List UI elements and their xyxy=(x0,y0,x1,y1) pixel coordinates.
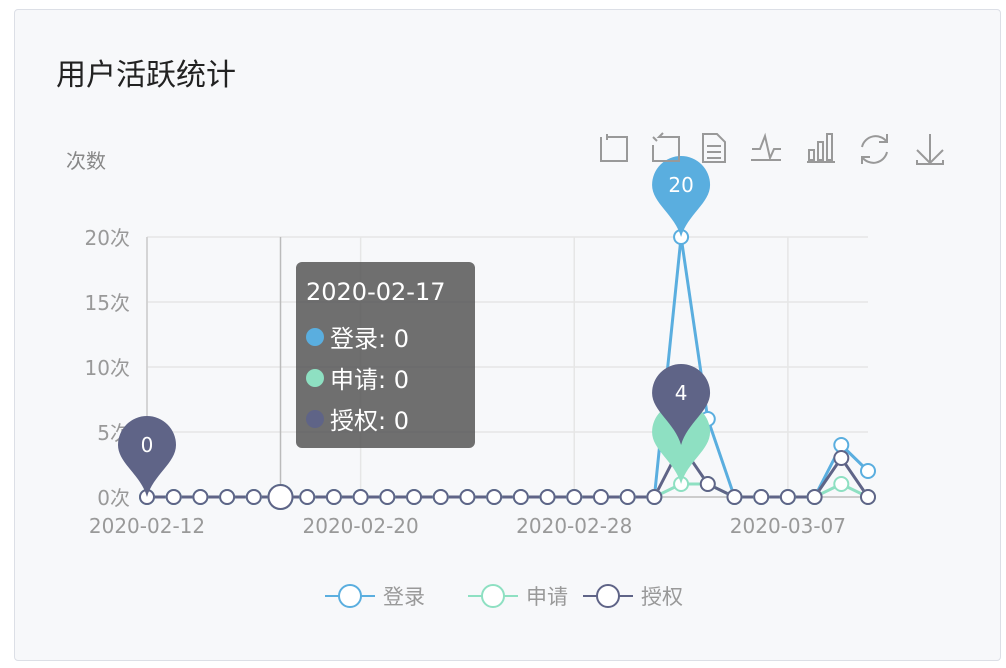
download-icon[interactable] xyxy=(916,134,944,165)
data-point xyxy=(432,489,449,505)
tooltip-value: 申请: 0 xyxy=(330,366,409,394)
series-line-授权 xyxy=(147,442,870,499)
tooltip-value: 登录: 0 xyxy=(330,325,409,353)
mark-pin xyxy=(652,364,711,445)
data-point xyxy=(779,489,796,505)
restore-icon[interactable] xyxy=(861,134,888,164)
tooltip-row: 授权: 0 xyxy=(306,401,409,436)
legend-label-申请: 申请 xyxy=(526,585,568,609)
data-point xyxy=(512,489,529,505)
series-dot xyxy=(306,368,324,387)
x-tick-label: 2020-02-20 xyxy=(303,514,419,538)
series-dot xyxy=(306,327,324,346)
data-point xyxy=(219,489,236,505)
legend-marker xyxy=(481,584,505,608)
bar-chart-icon[interactable] xyxy=(807,133,835,163)
data-view-icon[interactable] xyxy=(702,133,726,163)
y-tick-label: 15次 xyxy=(85,291,130,315)
y-axis-name: 次数 xyxy=(66,149,106,173)
legend-marker xyxy=(338,584,362,608)
y-tick-label: 20次 xyxy=(85,226,130,250)
data-point xyxy=(646,489,663,505)
tooltip-row: 申请: 0 xyxy=(306,360,409,395)
data-point xyxy=(833,450,850,466)
y-tick-label: 0次 xyxy=(97,486,130,510)
chart-card xyxy=(14,9,1001,661)
data-point xyxy=(833,437,850,453)
data-point xyxy=(325,489,342,505)
data-point xyxy=(699,476,716,492)
line-chart-icon[interactable] xyxy=(751,132,781,162)
data-point xyxy=(245,489,262,505)
data-point xyxy=(619,489,636,505)
tooltip-date: 2020-02-17 xyxy=(306,278,446,306)
data-point xyxy=(860,489,876,505)
mark-label: 0 xyxy=(141,433,154,457)
data-point xyxy=(860,463,876,479)
zoom-icon[interactable] xyxy=(600,134,628,162)
tooltip-row: 登录: 0 xyxy=(306,319,409,354)
data-point xyxy=(726,489,743,505)
mark-label: 4 xyxy=(675,381,688,405)
zoom-reset-icon[interactable] xyxy=(652,132,680,162)
x-tick-label: 2020-02-28 xyxy=(516,514,632,538)
data-point xyxy=(406,489,423,505)
y-tick-label: 10次 xyxy=(85,356,130,380)
data-point xyxy=(539,489,556,505)
mark-label: 20 xyxy=(668,173,693,197)
data-point xyxy=(486,489,503,505)
tooltip: 2020-02-17 登录: 0 申请: 0 授权: 0 xyxy=(296,262,475,448)
data-point xyxy=(566,489,583,505)
data-point xyxy=(753,489,770,505)
legend-label-授权: 授权 xyxy=(641,585,683,609)
legend-label-登录: 登录 xyxy=(383,585,425,609)
mark-pin xyxy=(118,416,176,497)
data-point xyxy=(352,489,369,505)
data-point xyxy=(267,484,294,510)
data-point xyxy=(192,489,209,505)
data-point xyxy=(592,489,609,505)
legend-marker xyxy=(596,584,620,608)
x-tick-label: 2020-03-07 xyxy=(730,514,846,538)
card-title: 用户活跃统计 xyxy=(56,58,236,93)
data-point xyxy=(165,489,182,505)
series-dot xyxy=(306,409,324,428)
data-point xyxy=(833,476,850,492)
data-point xyxy=(459,489,476,505)
data-point xyxy=(806,489,823,505)
mark-pin xyxy=(652,156,711,237)
x-tick-label: 2020-02-12 xyxy=(89,514,205,538)
data-point xyxy=(379,489,396,505)
tooltip-value: 授权: 0 xyxy=(330,407,409,435)
data-point xyxy=(299,489,316,505)
